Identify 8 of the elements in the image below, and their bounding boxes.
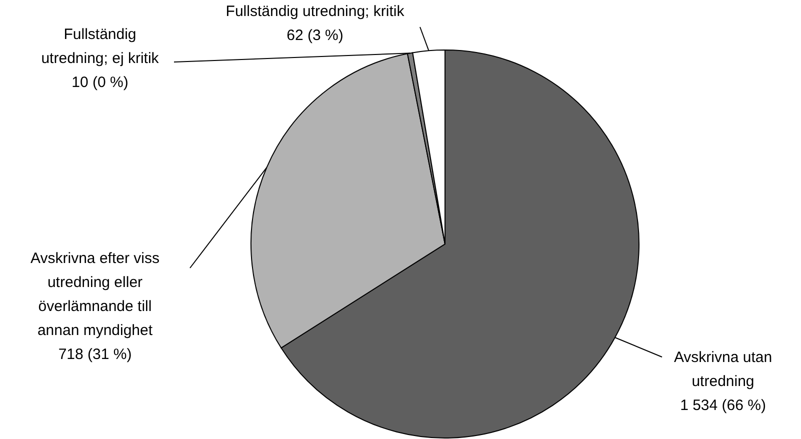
slice-label: Fullständig utredning; kritik — [226, 3, 405, 20]
slice-label: Avskrivna efter viss utredning eller överlämnande till annan myndighet — [30, 250, 160, 339]
data-label: 10 (0 %) — [72, 74, 128, 91]
slice-label: Fullständig utredning; ej kritik — [41, 26, 160, 67]
data-label: 1 534 (66 %) — [680, 397, 766, 414]
slice-label: Avskrivna utan utredning — [674, 349, 772, 390]
data-label: 718 (31 %) — [58, 346, 132, 363]
data-label: 62 (3 %) — [286, 27, 344, 44]
